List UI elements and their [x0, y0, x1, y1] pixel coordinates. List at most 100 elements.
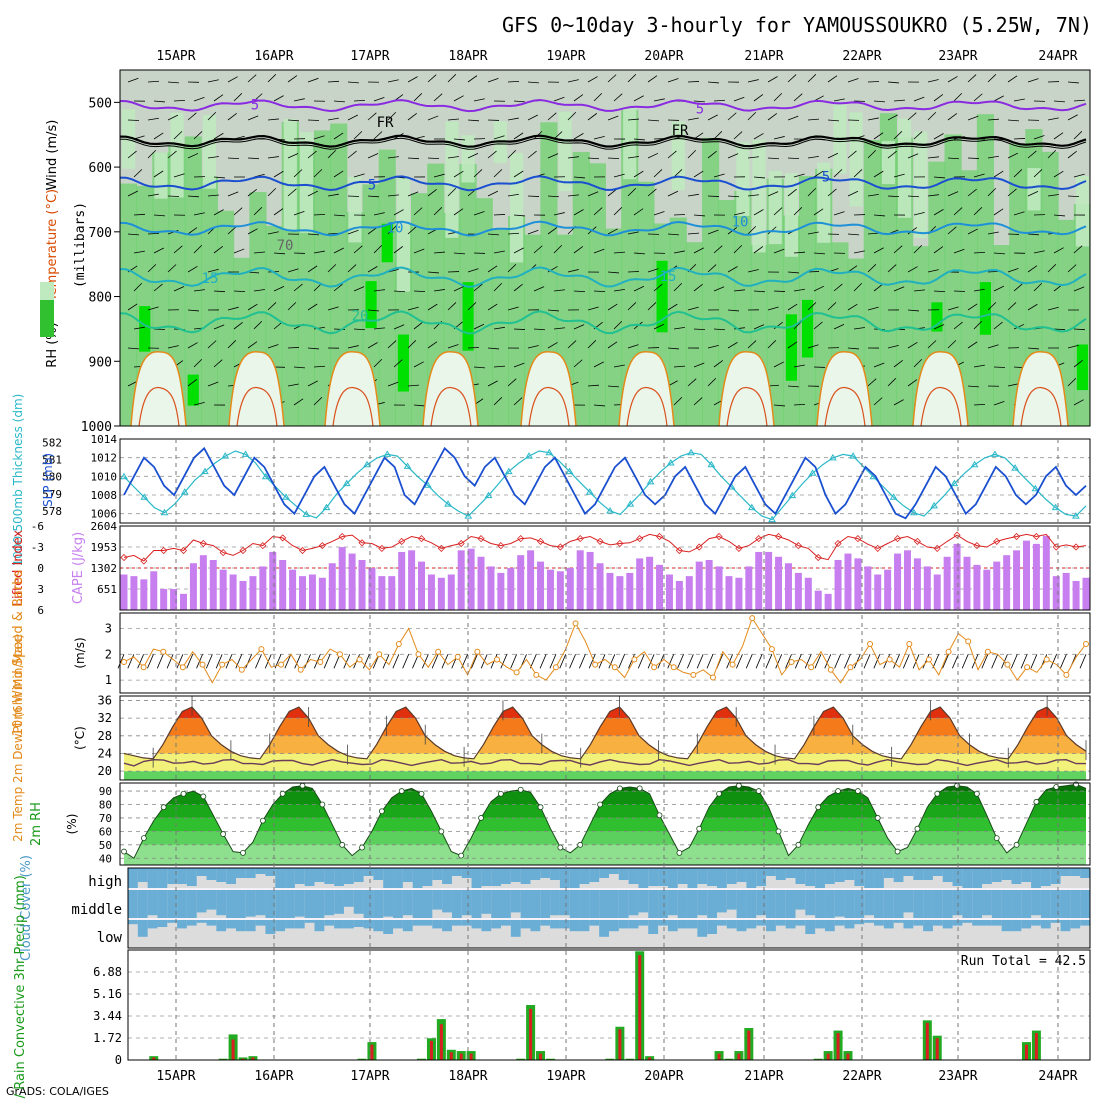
rh2m-point: [636, 785, 643, 792]
cloud-cell: [206, 890, 217, 910]
cloud-cell: [991, 890, 1003, 918]
rh-shade-column: [330, 123, 348, 426]
cloud-cell: [471, 920, 482, 929]
cloud-cell: [766, 890, 777, 918]
cloud-cell: [824, 920, 836, 932]
rh2m-point: [1033, 798, 1040, 805]
lifted-index-axis-label: Lifted Index: [11, 529, 26, 606]
cloud-cell: [422, 920, 433, 926]
cloud-cell-background: [1021, 920, 1032, 948]
lifted-index-point: [398, 537, 406, 545]
cloud-cell: [795, 890, 806, 910]
precip-bars: [149, 951, 1041, 1060]
lifted-index-point: [695, 543, 703, 551]
cape-bar: [1042, 535, 1050, 610]
wind-barb: [407, 113, 417, 121]
temp2m-tick-label: 28: [98, 729, 112, 743]
cloud-cell: [510, 920, 522, 937]
lifted-index-tick-label: 3: [37, 583, 44, 596]
wind-barb: [633, 138, 645, 141]
wind-barb: [747, 225, 757, 235]
cloud-cell: [334, 920, 345, 929]
wind-barb: [273, 208, 284, 216]
wind-barb: [713, 99, 726, 102]
wind-barb: [513, 283, 523, 292]
wind10m-point: [984, 648, 991, 655]
cloud-cell-background: [1070, 920, 1081, 948]
cape-bar: [219, 569, 227, 610]
wind-barb: [587, 340, 597, 349]
wind-barb: [133, 213, 146, 216]
wind-barb: [373, 244, 383, 254]
precip-tick-label: 0: [115, 1053, 122, 1067]
cloud-cell: [756, 920, 767, 926]
thickness-point: [565, 467, 574, 475]
wind10m-point: [179, 664, 186, 671]
lifted-index-point: [120, 553, 128, 562]
lifted-index-point: [814, 553, 822, 562]
wind-barb: [393, 290, 406, 293]
wind-barb: [467, 75, 478, 83]
cloud-cell-background: [255, 920, 266, 948]
cloud-cell: [461, 920, 473, 926]
rh2m-point: [577, 841, 584, 848]
wind-barb: [287, 383, 299, 387]
wind-barb: [773, 290, 786, 292]
wind10m-point: [808, 664, 815, 671]
wind-barb: [647, 188, 657, 197]
wind-barb: [693, 247, 704, 254]
wind-barb: [713, 286, 725, 292]
wind-barb: [447, 187, 457, 197]
wind-barb: [987, 302, 997, 311]
cloud-cell: [550, 920, 561, 929]
wind-barb: [133, 326, 145, 330]
wind-barb: [507, 149, 517, 159]
cloud-cell: [137, 868, 149, 882]
rh2m-unit-label: (%): [65, 814, 79, 835]
wind-barb: [273, 170, 284, 178]
wind-barb: [427, 115, 439, 121]
rh-bright-patch: [381, 223, 393, 263]
cloud-cell: [746, 890, 757, 918]
wind-barb: [547, 153, 559, 159]
wind10m-barb: [471, 654, 478, 669]
cloud-cell: [805, 868, 816, 886]
cape-bar: [537, 561, 545, 610]
cloud-cell-background: [285, 920, 296, 948]
wind-barb: [667, 347, 679, 350]
wind-barb: [967, 115, 979, 121]
wind-barb: [313, 250, 325, 254]
wind-barb: [587, 76, 598, 83]
temp2m-tick-label: 24: [98, 746, 112, 760]
cape-bar: [199, 555, 207, 610]
wind-barb: [407, 191, 419, 197]
wind-barb: [867, 264, 877, 273]
cloud-cell: [883, 868, 895, 878]
wind-barb: [987, 118, 999, 121]
wind-barb: [213, 246, 223, 254]
wind-barb: [187, 112, 197, 121]
wind10m-barb: [1050, 654, 1057, 669]
cloud-cell: [648, 890, 659, 918]
lifted-index-tick-label: 6: [37, 604, 44, 617]
rh-shade-column: [879, 113, 897, 426]
cloud-cell: [540, 920, 551, 926]
cloud-cell: [226, 890, 237, 918]
wind-barb: [193, 212, 205, 216]
precip-convective-bar: [529, 1008, 533, 1060]
cloud-cell: [1040, 920, 1052, 929]
wind-barb: [533, 245, 543, 254]
isotherm-20: [120, 310, 1087, 335]
wind-barb: [447, 344, 459, 349]
wind-barb: [413, 321, 423, 330]
thickness-point: [221, 452, 230, 459]
wind-barb: [987, 231, 999, 235]
cloud-cell: [265, 920, 276, 934]
wind-barb: [473, 366, 485, 369]
wind-barb: [567, 111, 577, 121]
rh-shade-column: [621, 110, 639, 426]
wind-barb: [773, 136, 785, 140]
cloud-cell: [609, 920, 620, 932]
cloud-cell: [609, 890, 620, 918]
